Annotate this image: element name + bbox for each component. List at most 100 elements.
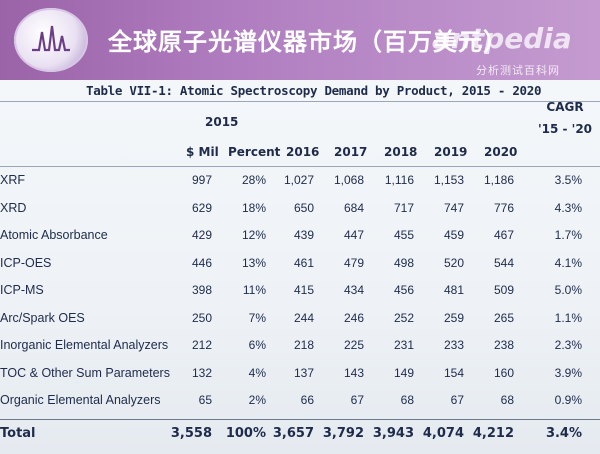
row-label: XRF [0, 173, 25, 187]
cell-mil: 997 [191, 173, 212, 187]
cell-percent: 2% [248, 393, 266, 407]
cell-2017: 225 [343, 338, 364, 352]
cell-2020: 68 [500, 393, 514, 407]
cell-mil: 446 [191, 255, 212, 270]
cell-percent: 28% [241, 173, 266, 187]
total-cagr: 3.4% [545, 426, 582, 441]
watermark-logo: antpedia [432, 22, 572, 55]
table-row: TOC & Other Sum Parameters 132 4% 137 143 149… [0, 363, 600, 387]
slide-header: 全球原子光谱仪器市场（百万美元） antpedia 分析测试百科网 [0, 0, 600, 86]
cell-cagr: 3.9% [554, 365, 582, 380]
cell-cagr: 3.5% [554, 173, 582, 187]
cell-2017: 684 [343, 200, 364, 215]
table-row: Organic Elemental Analyzers 65 2% 66 67 68 67 6… [0, 390, 600, 414]
cell-2018: 717 [393, 200, 414, 215]
cell-mil: 398 [191, 283, 212, 297]
cell-cagr: 2.3% [554, 338, 582, 352]
cell-percent: 18% [241, 200, 266, 215]
cell-mil: 250 [191, 310, 212, 325]
cell-2019: 259 [443, 310, 464, 325]
total-mil: 3,558 [170, 426, 212, 441]
cell-2016: 1,027 [283, 173, 314, 187]
row-label: XRD [0, 200, 27, 215]
cell-2017: 479 [343, 255, 364, 270]
total-label: Total [0, 426, 36, 441]
cell-2018: 456 [393, 283, 414, 297]
spectrum-peaks-icon [32, 25, 70, 52]
cell-2016: 439 [293, 228, 314, 242]
table-row: ICP-MS 398 11% 415 434 456 481 509 5.0% [0, 280, 600, 304]
cell-2016: 461 [293, 255, 314, 270]
total-2017: 3,792 [322, 426, 364, 441]
col-header-percent: Percent [228, 145, 281, 159]
cell-percent: 7% [248, 310, 266, 325]
cell-2018: 231 [393, 338, 414, 352]
row-label: Atomic Absorbance [0, 228, 108, 242]
table-row: Atomic Absorbance 429 12% 439 447 455 459 467 1.… [0, 225, 600, 249]
cell-2020: 1,186 [483, 173, 514, 187]
table-row: Inorganic Elemental Analyzers 212 6% 218 225… [0, 335, 600, 359]
watermark-subtitle: 分析测试百科网 [476, 64, 560, 77]
cell-2016: 415 [293, 283, 314, 297]
organization-logo [14, 8, 88, 72]
table-title: Table VII-1: Atomic Spectroscopy Demand … [86, 83, 542, 98]
cell-2016: 650 [293, 200, 314, 215]
cell-2019: 459 [443, 228, 464, 242]
cell-2018: 149 [393, 365, 414, 380]
cell-2020: 776 [493, 200, 514, 215]
cell-cagr: 0.9% [554, 393, 582, 407]
cell-2017: 434 [343, 283, 364, 297]
cell-2018: 455 [393, 228, 414, 242]
cell-mil: 629 [191, 200, 212, 215]
row-label: Inorganic Elemental Analyzers [0, 338, 169, 352]
cell-2017: 1,068 [333, 173, 364, 187]
cell-2020: 238 [493, 338, 514, 352]
col-header-2020: 2020 [484, 145, 518, 159]
cagr-header: CAGR '15 - '20 [530, 96, 600, 140]
divider [0, 101, 600, 102]
cell-cagr: 4.1% [554, 255, 582, 270]
cell-2017: 246 [343, 310, 364, 325]
total-2018: 3,943 [372, 426, 414, 441]
row-label: ICP-OES [0, 255, 52, 270]
header-divider [0, 166, 600, 167]
cell-2016: 66 [300, 393, 314, 407]
cell-2018: 68 [400, 393, 414, 407]
total-2020: 4,212 [472, 426, 514, 441]
table-panel [0, 80, 600, 454]
cell-2018: 1,116 [384, 173, 414, 187]
cell-mil: 429 [191, 228, 212, 242]
cell-2017: 447 [343, 228, 364, 242]
cell-2016: 244 [293, 310, 314, 325]
row-label: TOC & Other Sum Parameters [0, 365, 170, 380]
table-row: Arc/Spark OES 250 7% 244 246 252 259 265 1.1% [0, 308, 600, 332]
cell-percent: 6% [248, 338, 266, 352]
cell-2019: 481 [443, 283, 464, 297]
cell-2017: 67 [350, 393, 364, 407]
cell-2018: 498 [393, 255, 414, 270]
cell-2020: 509 [493, 283, 514, 297]
cell-2020: 265 [493, 310, 514, 325]
cell-2019: 154 [443, 365, 464, 380]
cell-2019: 67 [450, 393, 464, 407]
cell-2019: 233 [443, 338, 464, 352]
row-label: Organic Elemental Analyzers [0, 393, 161, 407]
cell-cagr: 5.0% [554, 283, 582, 297]
table-row: XRD 629 18% 650 684 717 747 776 4.3% [0, 198, 600, 222]
cell-cagr: 4.3% [554, 200, 582, 215]
cell-2019: 747 [443, 200, 464, 215]
total-2019: 4,074 [422, 426, 464, 441]
cell-2019: 520 [443, 255, 464, 270]
cell-2020: 467 [493, 228, 514, 242]
total-divider [0, 419, 600, 420]
cagr-range: '15 - '20 [537, 122, 593, 136]
cell-mil: 212 [191, 338, 212, 352]
total-percent: 100% [225, 426, 266, 441]
cell-2016: 137 [293, 365, 314, 380]
year-2015-group-header: 2015 [205, 115, 239, 129]
col-header-2018: 2018 [384, 145, 418, 159]
cell-2016: 218 [293, 338, 314, 352]
table-row: ICP-OES 446 13% 461 479 498 520 544 4.1% [0, 253, 600, 277]
cell-2019: 1,153 [433, 173, 464, 187]
